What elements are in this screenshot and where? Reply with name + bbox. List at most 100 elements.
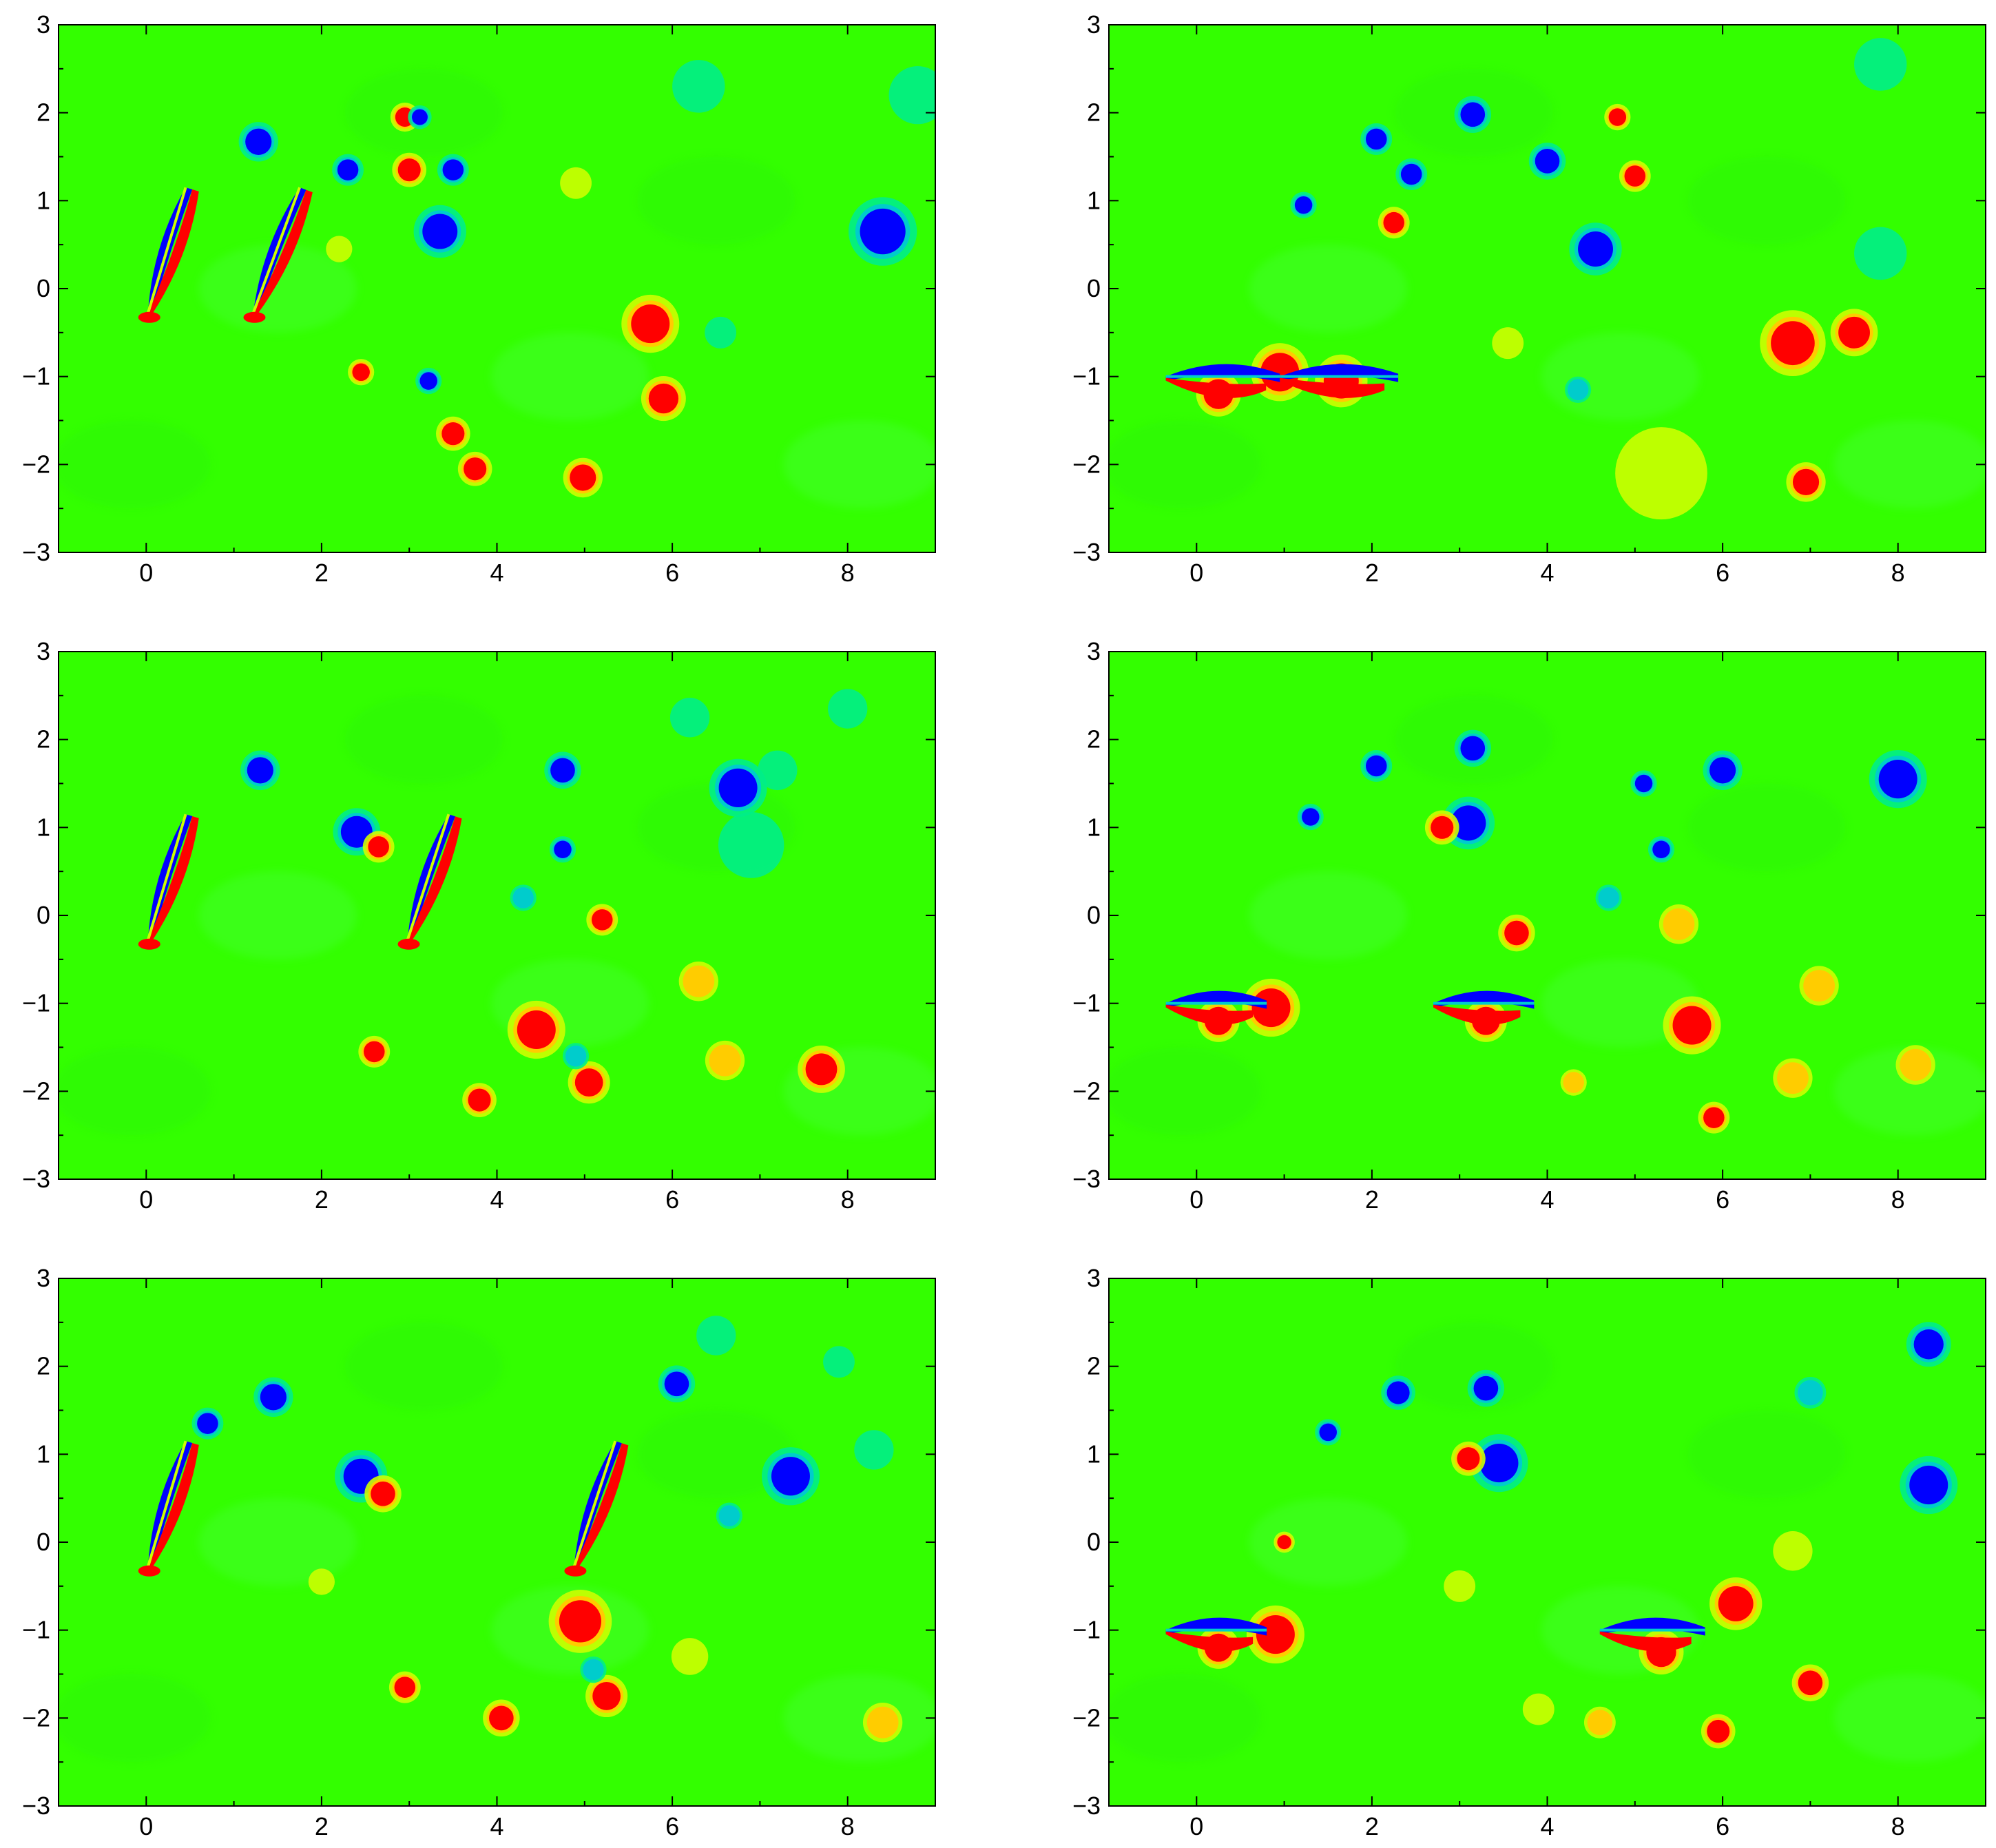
foil-body <box>146 1440 187 1568</box>
x-tick-label: 8 <box>841 1185 855 1214</box>
texture-patch <box>1249 245 1407 333</box>
vortex-core <box>352 363 370 382</box>
y-tick-label: −2 <box>22 1703 50 1732</box>
vortex-core <box>1535 149 1560 174</box>
vortex-core <box>1460 102 1486 127</box>
x-tick-label: 0 <box>139 559 153 587</box>
positive-vortex <box>1659 904 1699 944</box>
x-tick-label: 2 <box>1365 1185 1379 1214</box>
texture-patch <box>198 871 357 959</box>
positive-vortex <box>678 962 718 1001</box>
vortex-ring <box>1563 1072 1584 1093</box>
positive-vortex <box>507 1000 565 1059</box>
shear-layer-positive <box>1165 377 1267 398</box>
x-tick-label: 0 <box>139 1185 153 1214</box>
foil-flat <box>1280 364 1399 398</box>
vortex-core <box>197 1413 218 1434</box>
vortex-core <box>1624 165 1646 187</box>
positive-vortex <box>705 1040 745 1081</box>
shear-layer-negative <box>1599 1617 1705 1636</box>
y-tick-label: −1 <box>22 989 50 1017</box>
texture-patch <box>1687 783 1846 872</box>
vortex-core <box>559 1600 601 1643</box>
vortex-core <box>1838 316 1870 349</box>
x-tick-label: 6 <box>665 1812 679 1840</box>
panel-row1-right: 0 2 4 6 8 3 2 1 0 −1 −2 −3 <box>1072 10 1986 587</box>
negative-vortex <box>1595 884 1622 911</box>
negative-vortex <box>1569 222 1622 276</box>
texture-patch <box>1541 959 1700 1048</box>
positive-vortex <box>392 152 427 187</box>
vortex-ring <box>718 1505 740 1527</box>
y-tick-label: −1 <box>1072 1616 1101 1644</box>
negative-vortex <box>1564 376 1592 403</box>
x-tick-label: 2 <box>315 1812 329 1840</box>
negative-vortex <box>1395 158 1428 191</box>
vortex-ring <box>1567 379 1589 401</box>
positive-vortex <box>462 1083 497 1117</box>
x-tick-label: 0 <box>1189 1185 1203 1214</box>
negative-vortex <box>1647 836 1675 863</box>
vortex-core <box>1634 774 1653 793</box>
vorticity-field <box>1109 38 1986 520</box>
positive-vortex <box>1315 354 1368 408</box>
leading-edge-vortex <box>138 938 160 950</box>
x-tick-label: 6 <box>1716 559 1729 587</box>
negative-vortex <box>672 60 725 113</box>
positive-vortex <box>568 1061 610 1104</box>
negative-vortex <box>718 811 784 878</box>
negative-vortex <box>1794 1376 1827 1409</box>
positive-vortex <box>1583 1706 1616 1738</box>
field-texture <box>1109 1322 1986 1763</box>
positive-vortex <box>364 1475 402 1513</box>
vortex-core <box>592 1681 621 1710</box>
vortex-halo <box>828 689 868 729</box>
vortex-core <box>397 158 421 182</box>
leading-edge-vortex <box>138 311 160 323</box>
shear-layer-negative <box>147 814 193 942</box>
vortex-ring <box>1598 887 1619 909</box>
x-tick-label: 2 <box>1365 559 1379 587</box>
vortex-core <box>718 768 758 807</box>
vortex-core <box>574 1068 603 1097</box>
texture-patch <box>491 332 649 421</box>
texture-patch <box>1249 871 1407 959</box>
vortex-ring <box>1900 1049 1932 1081</box>
negative-vortex <box>758 750 798 791</box>
negative-vortex <box>854 1430 894 1470</box>
positive-vortex <box>1498 914 1535 952</box>
negative-vortex <box>1454 729 1492 767</box>
x-tick-label: 6 <box>665 559 679 587</box>
vortex-core <box>1256 1615 1295 1654</box>
vortex-core <box>1457 1447 1480 1471</box>
vortex-core <box>489 1705 514 1731</box>
positive-vortex <box>1791 1664 1829 1702</box>
negative-vortex <box>240 750 280 791</box>
vortex-core <box>1400 163 1422 185</box>
positive-vortex <box>1444 1570 1476 1602</box>
vortex-core <box>1451 805 1486 841</box>
positive-vortex <box>1773 1531 1813 1571</box>
foil-pitched <box>138 1440 199 1577</box>
negative-vortex <box>823 1346 855 1378</box>
positive-vortex <box>358 1035 391 1068</box>
vortex-core <box>1277 1535 1291 1550</box>
vortex-core <box>1251 988 1291 1028</box>
vortex-core <box>771 1457 810 1496</box>
x-tick-label: 8 <box>1891 559 1905 587</box>
negative-vortex <box>828 689 868 729</box>
y-tick-label: −3 <box>1072 1792 1101 1820</box>
negative-vortex <box>408 105 432 129</box>
negative-vortex <box>437 154 469 186</box>
negative-vortex <box>1854 38 1907 91</box>
negative-vortex <box>1297 803 1324 831</box>
positive-vortex <box>1895 1045 1935 1085</box>
foil-pitched <box>243 187 313 323</box>
negative-vortex <box>1454 96 1492 134</box>
foil-flat <box>1165 364 1280 398</box>
negative-vortex <box>1906 1322 1951 1367</box>
vortex-core <box>1578 231 1613 267</box>
positive-vortex <box>436 416 470 451</box>
x-tick-label: 4 <box>1540 559 1554 587</box>
y-tick-label: 3 <box>37 637 50 665</box>
